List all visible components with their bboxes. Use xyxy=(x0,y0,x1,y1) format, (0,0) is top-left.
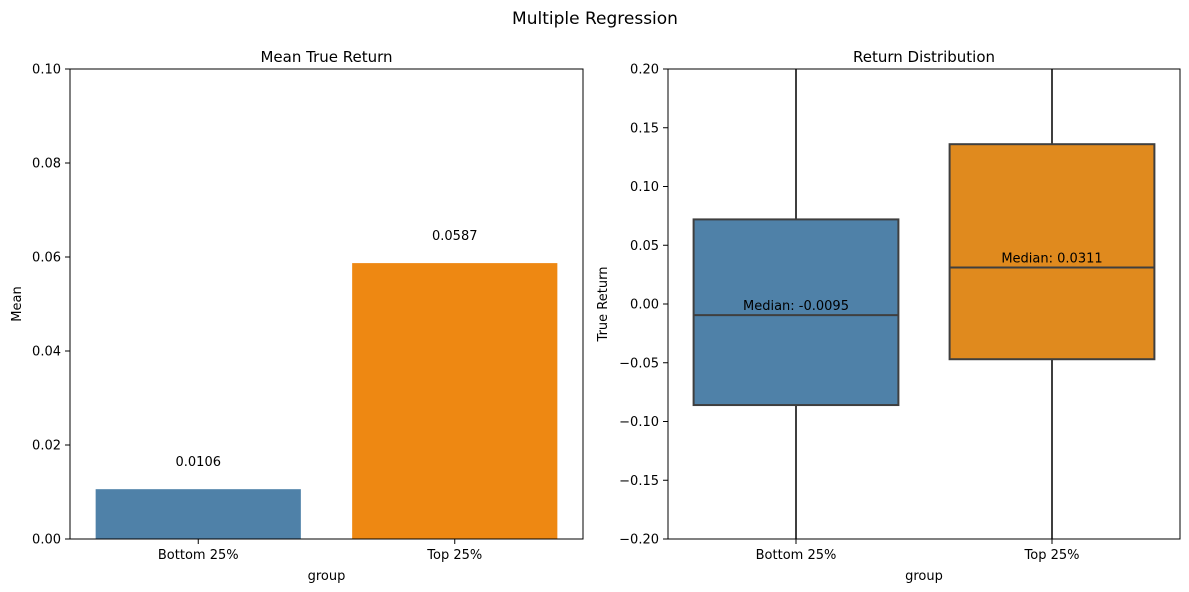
box-y-tick-label-4: 0.00 xyxy=(630,298,659,313)
box-marks: Median: -0.0095 Median: 0.0311 xyxy=(692,69,1156,539)
box-0: Median: -0.0095 xyxy=(692,69,900,539)
bar-x-ticks: Bottom 25% Top 25% xyxy=(158,539,482,563)
box-x-axis-label: group xyxy=(905,569,943,584)
box-x-tick-label-0: Bottom 25% xyxy=(756,548,837,563)
bar-y-tick-label-0: 0.00 xyxy=(32,533,61,548)
box-median-label-1: Median: 0.0311 xyxy=(1001,251,1102,266)
bar-x-axis-label: group xyxy=(308,569,346,584)
box-y-tick-label-5: 0.05 xyxy=(630,239,659,254)
bar-x-tick-label-1: Top 25% xyxy=(426,548,482,563)
bar-chart-frame xyxy=(69,68,584,540)
bar-x-tick-label-0: Bottom 25% xyxy=(158,548,239,563)
bar-y-tick-label-1: 0.02 xyxy=(32,439,61,454)
figure-title: Multiple Regression xyxy=(512,9,678,29)
box-body-0 xyxy=(692,218,900,407)
bar-0 xyxy=(95,489,301,539)
box-y-tick-label-7: 0.15 xyxy=(630,121,659,136)
box-y-axis-label: True Return xyxy=(596,267,611,343)
box-y-tick-label-3: −0.05 xyxy=(619,356,659,371)
box-y-tick-label-2: −0.10 xyxy=(619,415,659,430)
bar-y-ticks: 0.00 0.02 0.04 0.06 0.08 0.10 xyxy=(32,63,70,548)
bar-1 xyxy=(352,263,558,539)
bar-y-axis-label: Mean xyxy=(10,286,25,321)
bar-value-label-1: 0.0587 xyxy=(432,229,478,244)
bar-y-tick-label-3: 0.06 xyxy=(32,251,61,266)
bar-value-label-0: 0.0106 xyxy=(176,455,222,470)
bar-y-tick-label-4: 0.08 xyxy=(32,157,61,172)
box-y-tick-label-6: 0.10 xyxy=(630,180,659,195)
box-1: Median: 0.0311 xyxy=(948,69,1156,539)
box-body-1 xyxy=(948,143,1156,361)
box-plot-title: Return Distribution xyxy=(853,48,995,66)
box-y-tick-label-1: −0.15 xyxy=(619,474,659,489)
box-x-tick-label-1: Top 25% xyxy=(1024,548,1080,563)
box-plot-frame xyxy=(667,68,1181,540)
bar-y-tick-label-5: 0.10 xyxy=(32,63,61,78)
bar-marks: 0.0106 0.0587 xyxy=(95,229,558,539)
box-plot-panel: Return Distribution Median: -0.0095Media… xyxy=(596,48,1181,584)
bar-y-tick-label-2: 0.04 xyxy=(32,345,61,360)
box-y-tick-label-8: 0.20 xyxy=(630,63,659,78)
box-median-label-0: Median: -0.0095 xyxy=(743,299,849,314)
box-x-ticks: Bottom 25% Top 25% xyxy=(756,539,1080,563)
box-y-tick-label-0: −0.20 xyxy=(619,533,659,548)
box-y-ticks: −0.20 −0.15 −0.10 −0.05 0.00 0.05 0.10 0.15 0.20 xyxy=(619,63,668,548)
bar-chart-title: Mean True Return xyxy=(260,48,392,66)
